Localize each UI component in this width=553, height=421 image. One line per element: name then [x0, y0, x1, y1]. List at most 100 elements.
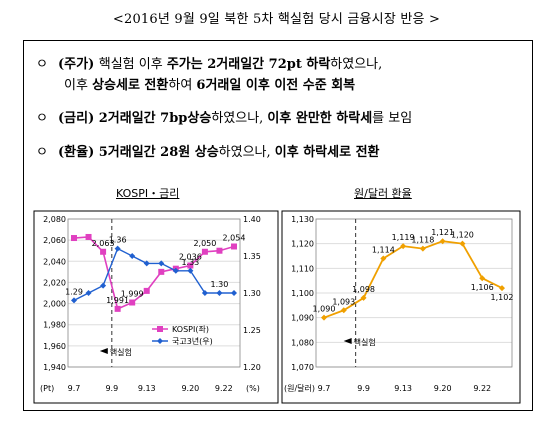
rate-point: [143, 260, 150, 267]
rate-point: [201, 290, 208, 296]
y-tick: 1,070: [291, 363, 314, 372]
bullet-text: 핵실험 이후: [98, 57, 167, 72]
data-label: 1.30: [211, 280, 229, 289]
data-label: 1,999: [121, 290, 144, 299]
kospi-point: [158, 268, 165, 275]
bullet-text: 이후: [64, 78, 93, 93]
kospi-point: [201, 248, 208, 255]
data-label: 1,119: [392, 233, 415, 242]
y-axis-label: (원/달러): [284, 384, 315, 393]
data-label: 2,036: [179, 253, 202, 262]
rate-point: [114, 245, 121, 252]
bullet-text: 하여: [168, 78, 197, 93]
kospi-point: [143, 287, 150, 294]
y-tick-right: 1.40: [243, 215, 261, 224]
page-title: <2016년 9월 9일 북한 5차 핵실험 당시 금융시장 반응 >: [112, 12, 441, 27]
x-tick: 9.7: [318, 384, 331, 393]
fx-chart-title: 원/달러 환율: [354, 187, 412, 200]
y-tick-right: 1.25: [243, 326, 261, 335]
data-label: 1,121: [431, 228, 454, 237]
x-tick: 9.13: [394, 384, 412, 393]
x-tick: 9.7: [68, 384, 81, 393]
kospi-point: [114, 305, 121, 312]
kospi-chart-title: KOSPI・금리: [116, 187, 180, 200]
fx-point: [499, 285, 505, 292]
rate-point: [129, 253, 136, 259]
bullet-stock-line2: 이후 상승세로 전환하여 6거래일 이후 이전 수준 회복: [64, 76, 355, 95]
y-tick-left: 1,980: [43, 321, 66, 330]
bullet-text: 를 보임: [372, 111, 413, 126]
y-axis-label-right: (%): [246, 384, 260, 393]
bullet-heading: (금리): [58, 111, 99, 126]
data-label: 1.36: [109, 236, 127, 245]
bullet-text: 하였으나,: [218, 145, 275, 160]
data-label: 2,054: [223, 233, 246, 242]
x-tick: 9.9: [105, 384, 118, 393]
data-label: 1,120: [451, 231, 474, 240]
fx-point: [419, 245, 426, 252]
event-arrow-icon: [99, 348, 108, 354]
event-annotation: 핵실험: [110, 347, 132, 357]
y-tick-right: 1.35: [243, 252, 261, 261]
y-tick-left: 1,940: [43, 363, 66, 372]
data-label: 1.33: [181, 258, 199, 267]
data-label: 1,991: [106, 296, 129, 305]
kospi-point: [187, 262, 194, 269]
y-tick-right: 1.30: [243, 289, 261, 298]
kospi-point: [85, 233, 92, 240]
rate-point: [172, 267, 179, 274]
bullet-mark: ㅇ: [36, 111, 48, 126]
data-label: 1,098: [352, 285, 375, 294]
fx-line: [323, 240, 503, 319]
bullet-emphasis: 이후 완만한 하락세: [267, 111, 373, 126]
data-label: 1.29: [65, 287, 83, 296]
x-tick: 9.22: [473, 384, 491, 393]
data-label: 2,050: [193, 239, 216, 248]
kospi-point: [231, 243, 237, 250]
bullet-mark: ㅇ: [36, 57, 48, 72]
plot-area: [315, 218, 513, 368]
bullet-stock: ㅇ (주가) 핵실험 이후 주가는 2거래일간 72pt 하락하였으나,: [36, 55, 382, 74]
bullet-heading: (주가): [58, 57, 99, 72]
fx-chart: 1,130 1,120 1,110 1,100 1,090 1,080 1,070 9.7 9.…: [281, 210, 521, 404]
rate-point: [187, 267, 194, 274]
y-tick-left: 2,020: [43, 278, 66, 287]
y-tick-left: 2,040: [43, 257, 66, 266]
fx-point: [340, 307, 347, 314]
kospi-point: [129, 299, 136, 306]
legend-kospi-label: KOSPI(좌): [172, 325, 209, 334]
event-arrow-icon: [343, 338, 352, 344]
chart-frame: [33, 210, 279, 404]
rate-point: [100, 282, 107, 289]
event-annotation: 핵실험: [354, 337, 376, 347]
bullet-text: 하였으나,: [211, 111, 268, 126]
x-tick: 9.13: [138, 384, 156, 393]
data-label: 1,118: [411, 236, 434, 245]
x-tick: 9.20: [181, 384, 199, 393]
y-tick-left: 2,080: [43, 215, 66, 224]
y-tick-left: 2,000: [43, 300, 66, 309]
bullet-mark: ㅇ: [36, 145, 48, 160]
kospi-rate-chart: 2,080 2,060 2,040 2,020 2,000 1,980 1,960 1,940…: [33, 210, 279, 404]
bullet-text: 하였으나,: [330, 57, 383, 72]
fx-point: [400, 243, 407, 250]
x-tick: 9.9: [357, 384, 370, 393]
rate-line: [73, 247, 234, 302]
y-tick: 1,090: [291, 314, 314, 323]
fx-point: [321, 314, 327, 321]
fx-point: [479, 275, 486, 282]
legend-rate-label: 국고3년(우): [172, 336, 213, 346]
rate-point: [71, 297, 77, 304]
bullet-emphasis: 2거래일간 7bp상승: [98, 111, 212, 126]
y-tick: 1,080: [291, 338, 314, 347]
rate-point: [231, 290, 237, 296]
rate-point: [85, 290, 92, 296]
bullet-emphasis: 상승세로 전환: [92, 78, 169, 93]
data-label: 1,093: [332, 297, 355, 306]
summary-box: ㅇ (주가) 핵실험 이후 주가는 2거래일간 72pt 하락하였으나, 이후 상…: [23, 40, 533, 411]
y-tick: 1,120: [291, 240, 314, 249]
bullet-fx: ㅇ (환율) 5거래일간 28원 상승하였으나, 이후 하락세로 전환: [36, 143, 380, 162]
y-tick-left: 1,960: [43, 342, 66, 351]
bullet-heading: (환율): [58, 145, 99, 160]
fx-point: [439, 238, 446, 245]
